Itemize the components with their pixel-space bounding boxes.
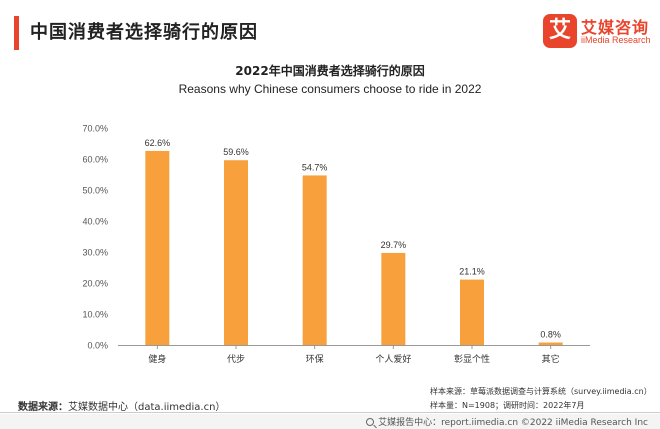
data-label: 54.7% [302, 162, 328, 172]
search-icon [366, 418, 375, 426]
x-tick-label: 健身 [148, 353, 166, 365]
y-tick-label: 30.0% [82, 248, 108, 258]
bar [538, 342, 563, 345]
y-tick-label: 70.0% [82, 124, 108, 134]
data-label: 0.8% [540, 330, 561, 340]
data-source-text: 艾媒数据中心（data.iimedia.cn） [68, 402, 226, 413]
data-label: 29.7% [381, 240, 407, 250]
bar [145, 150, 170, 345]
footer: 艾媒报告中心：report.iimedia.cn ©2022 iiMedia R… [0, 414, 660, 429]
data-label: 62.6% [145, 138, 171, 148]
x-tick-label: 环保 [306, 353, 324, 365]
footer-divider [0, 412, 660, 413]
page-title: 中国消费者选择骑行的原因 [30, 22, 258, 43]
data-source: 数据来源：艾媒数据中心（data.iimedia.cn） [18, 398, 225, 413]
footer-credit: 艾媒报告中心：report.iimedia.cn ©2022 iiMedia R… [366, 415, 648, 428]
bar [302, 175, 327, 345]
x-tick-label: 个人爱好 [375, 353, 411, 365]
bar [224, 160, 248, 345]
logo-name-en: iiMedia Research [581, 35, 651, 45]
x-tick-label: 其它 [542, 353, 560, 365]
sample-source-note: 样本来源：草莓派数据调查与计算系统（survey.iimedia.cn） [430, 387, 652, 396]
y-tick-label: 40.0% [82, 217, 108, 227]
chart-title: 2022年中国消费者选择骑行的原因 [235, 64, 425, 78]
footer-text: 艾媒报告中心：report.iimedia.cn ©2022 iiMedia R… [378, 418, 648, 428]
chart-subtitle: Reasons why Chinese consumers choose to … [178, 82, 482, 96]
data-label: 59.6% [223, 147, 249, 157]
y-tick-label: 20.0% [82, 279, 108, 289]
sample-size-note: 样本量：N=1908；调研时间：2022年7月 [430, 401, 585, 410]
x-tick-label: 代步 [227, 354, 245, 365]
y-tick-label: 60.0% [82, 155, 108, 165]
data-label: 21.1% [459, 267, 485, 277]
y-tick-label: 0.0% [87, 341, 108, 351]
logo-mark: 艾 [543, 14, 577, 48]
header-accent-bar [14, 16, 19, 50]
x-tick-label: 彰显个性 [454, 353, 490, 365]
y-tick-label: 50.0% [82, 186, 108, 196]
y-tick-label: 10.0% [82, 310, 108, 320]
bar [381, 252, 406, 345]
logo-name-cn: 艾媒咨询 [581, 18, 650, 37]
bar [460, 279, 484, 345]
iimedia-logo: 艾 艾媒咨询 iiMedia Research [543, 14, 651, 54]
data-source-label: 数据来源： [18, 402, 68, 413]
